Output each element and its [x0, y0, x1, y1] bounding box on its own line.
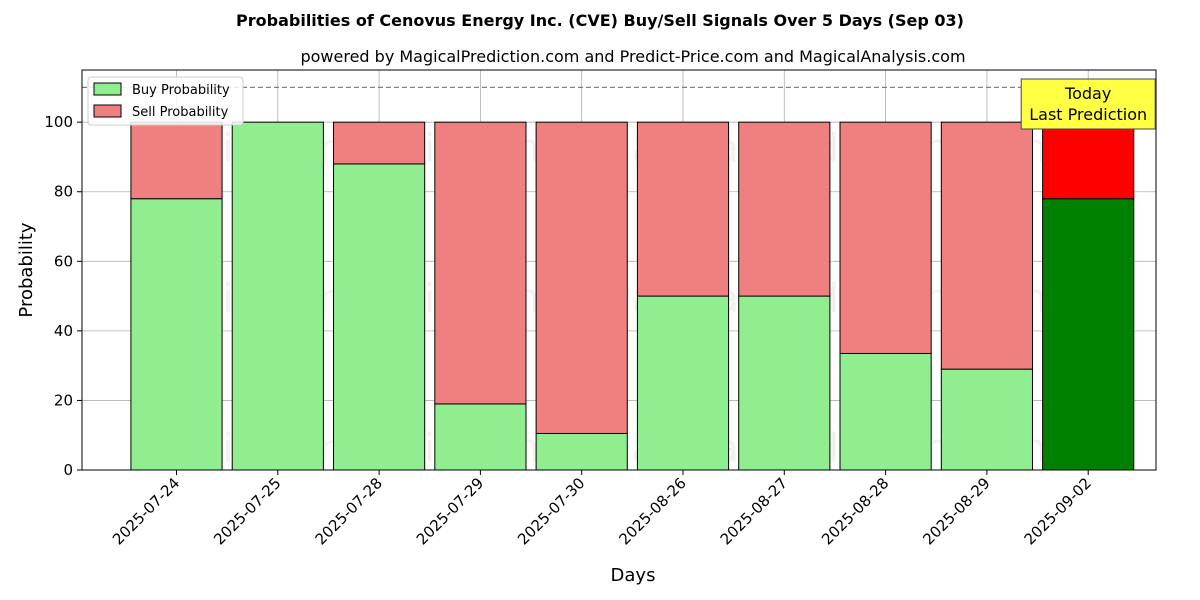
x-tick-label: 2025-08-29 — [919, 474, 993, 548]
legend: Buy Probability Sell Probability — [87, 76, 244, 126]
x-tick-label: 2025-07-30 — [514, 474, 588, 548]
y-axis-label: Probability — [16, 222, 37, 317]
bar-buy — [839, 352, 932, 471]
y-tick-label: 100 — [44, 113, 73, 131]
y-tick-label: 40 — [54, 322, 73, 340]
bar-sell — [333, 121, 426, 165]
bars — [130, 121, 1135, 471]
annotation-text: Last Prediction — [1029, 105, 1147, 124]
bar-buy — [940, 368, 1033, 471]
today-annotation: Today Last Prediction — [1020, 78, 1156, 130]
x-axis: 2025-07-24 2025-07-25 2025-07-28 2025-07-29… — [109, 470, 1095, 548]
legend-swatch — [93, 104, 122, 118]
chart-title: Probabilities of Cenovus Energy Inc. (CV… — [236, 11, 964, 30]
plot-frame — [81, 69, 1157, 471]
y-tick-label: 60 — [54, 252, 73, 270]
x-tick-label: 2025-07-25 — [210, 474, 284, 548]
bar-sell — [130, 121, 223, 200]
bar-buy — [1042, 198, 1135, 471]
bar-sell — [535, 121, 628, 434]
x-tick-label: 2025-08-28 — [818, 474, 892, 548]
y-tick-label: 20 — [54, 391, 73, 409]
bar-buy — [535, 432, 628, 471]
bar-buy — [738, 295, 831, 471]
legend-swatch — [93, 82, 122, 96]
x-tick-label: 2025-08-27 — [717, 474, 791, 548]
bar-buy — [434, 403, 527, 471]
bar-buy — [636, 295, 730, 471]
y-tick-label: 0 — [63, 461, 73, 479]
bar-sell — [636, 121, 730, 297]
bar-sell — [1042, 121, 1135, 200]
bar-sell — [940, 121, 1033, 370]
bar-buy — [130, 198, 223, 471]
annotation-box — [1020, 78, 1156, 130]
y-tick-label: 80 — [54, 183, 73, 201]
legend-label: Buy Probability — [132, 83, 230, 98]
legend-label: Sell Probability — [132, 105, 229, 120]
x-axis-label: Days — [611, 565, 656, 586]
bar-sell — [839, 121, 932, 354]
x-tick-label: 2025-07-28 — [312, 474, 386, 548]
bar-buy — [231, 121, 324, 471]
bar-sell — [738, 121, 831, 297]
x-tick-label: 2025-07-24 — [109, 474, 183, 548]
legend-box — [87, 76, 244, 126]
x-tick-label: 2025-09-02 — [1021, 474, 1095, 548]
bar-sell — [434, 121, 527, 405]
annotation-text: Today — [1064, 84, 1111, 103]
x-tick-label: 2025-08-26 — [615, 474, 689, 548]
x-tick-label: 2025-07-29 — [413, 474, 487, 548]
y-axis: 0 20 40 60 80 100 — [44, 113, 82, 479]
bar-buy — [333, 163, 426, 471]
chart-subtitle: powered by MagicalPrediction.com and Pre… — [300, 47, 965, 66]
